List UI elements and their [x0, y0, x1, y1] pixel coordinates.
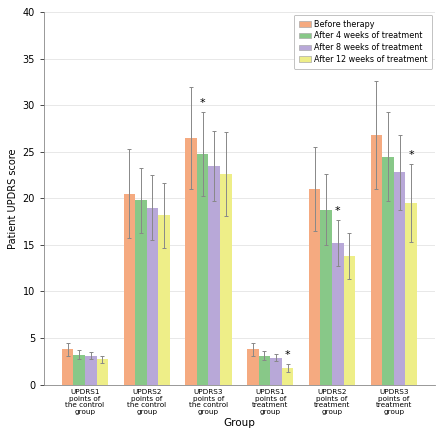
Bar: [394, 172, 405, 385]
Bar: [85, 356, 97, 385]
Bar: [158, 215, 170, 385]
Text: *: *: [408, 150, 414, 160]
Bar: [259, 356, 270, 385]
Bar: [124, 194, 135, 385]
Bar: [62, 349, 74, 385]
Bar: [74, 355, 85, 385]
Bar: [282, 368, 293, 385]
Bar: [371, 135, 382, 385]
Bar: [147, 208, 158, 385]
Bar: [332, 243, 344, 385]
Y-axis label: Patient UPDRS score: Patient UPDRS score: [8, 148, 18, 249]
Text: *: *: [285, 351, 291, 360]
Bar: [135, 200, 147, 385]
Bar: [320, 210, 332, 385]
Bar: [309, 189, 320, 385]
Bar: [97, 359, 108, 385]
Text: *: *: [200, 98, 206, 108]
Bar: [344, 256, 355, 385]
Bar: [405, 203, 417, 385]
Bar: [382, 157, 394, 385]
Bar: [197, 154, 209, 385]
Bar: [209, 166, 220, 385]
Legend: Before therapy, After 4 weeks of treatment, After 8 weeks of treatment, After 12: Before therapy, After 4 weeks of treatme…: [294, 15, 432, 69]
Text: *: *: [335, 206, 341, 216]
Bar: [270, 358, 282, 385]
Bar: [185, 138, 197, 385]
Bar: [247, 349, 259, 385]
Bar: [220, 174, 232, 385]
X-axis label: Group: Group: [223, 418, 255, 428]
